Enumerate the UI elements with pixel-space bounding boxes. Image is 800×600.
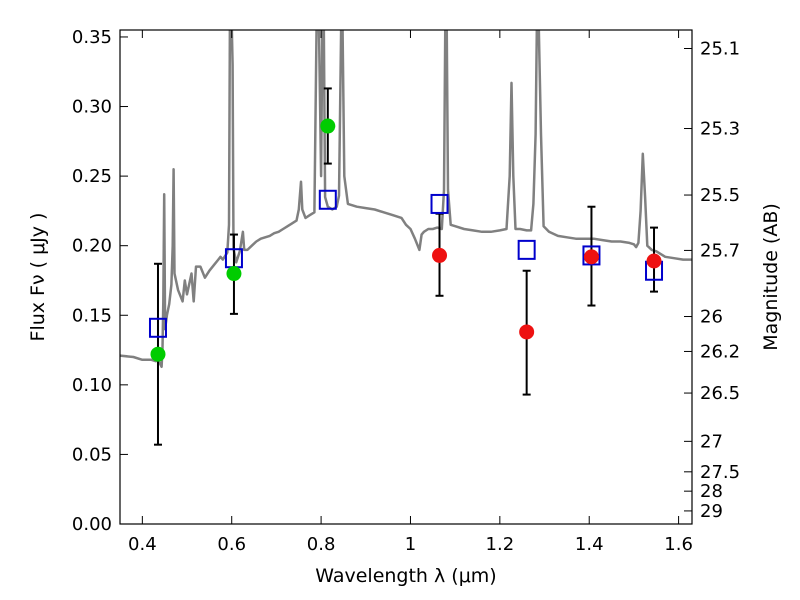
red-data-point (646, 253, 662, 269)
y-tick-label: 0.00 (72, 514, 112, 535)
x-tick-label: 1.4 (575, 534, 604, 555)
points-layer (148, 118, 664, 362)
y-tick-label: 0.25 (72, 166, 112, 187)
green-data-point (226, 266, 242, 282)
model-flux-box (582, 245, 601, 266)
y2-axis-label: Magnitude (AB) (760, 203, 782, 351)
model-flux-box (148, 317, 167, 338)
y2-tick-label: 25.5 (700, 185, 740, 206)
y-tick-label: 0.05 (72, 444, 112, 465)
tick-labels-layer: 0.4 0.6 0.8 1 1.2 1.4 1.6 0.00 0.05 0.10 0.15 0.20 0… (72, 27, 740, 555)
y2-tick-label: 26.5 (700, 383, 740, 404)
x-tick-label: 1.2 (486, 534, 515, 555)
y2-tick-label: 26 (700, 307, 723, 328)
y2-tick-label: 27.5 (700, 462, 740, 483)
spectrum-layer (120, 30, 692, 369)
x-tick-label: 1.6 (664, 534, 693, 555)
y-tick-label: 0.15 (72, 305, 112, 326)
y2-tick-label: 25.7 (700, 240, 740, 261)
red-data-point (432, 247, 448, 263)
y-tick-label: 0.10 (72, 375, 112, 396)
y2-tick-label: 25.1 (700, 39, 740, 60)
x-axis-label: Wavelength λ (μm) (315, 565, 496, 587)
x-tick-label: 0.6 (217, 534, 246, 555)
ticks-layer (120, 30, 692, 525)
y-tick-label: 0.20 (72, 236, 112, 257)
x-tick-label: 0.8 (307, 534, 336, 555)
green-data-point (150, 346, 166, 362)
model-flux-box (430, 193, 449, 214)
model-flux-box (318, 189, 337, 210)
y2-tick-label: 27 (700, 431, 723, 452)
model-flux-box (517, 239, 536, 260)
spectrum-line (120, 30, 692, 369)
y2-tick-label: 28 (700, 481, 723, 502)
y2-tick-label: 26.2 (700, 341, 740, 362)
plot-frame (119, 29, 693, 525)
x-tick-label: 0.4 (128, 534, 157, 555)
red-data-point (583, 249, 599, 265)
green-data-point (320, 118, 336, 134)
y-axis-label: Flux Fν ( μJy ) (27, 213, 49, 342)
red-data-point (519, 324, 535, 340)
y-tick-label: 0.35 (72, 27, 112, 48)
y-tick-label: 0.30 (72, 97, 112, 118)
y2-tick-label: 29 (700, 501, 723, 522)
x-tick-label: 1 (405, 534, 416, 555)
y2-tick-label: 25.3 (700, 119, 740, 140)
